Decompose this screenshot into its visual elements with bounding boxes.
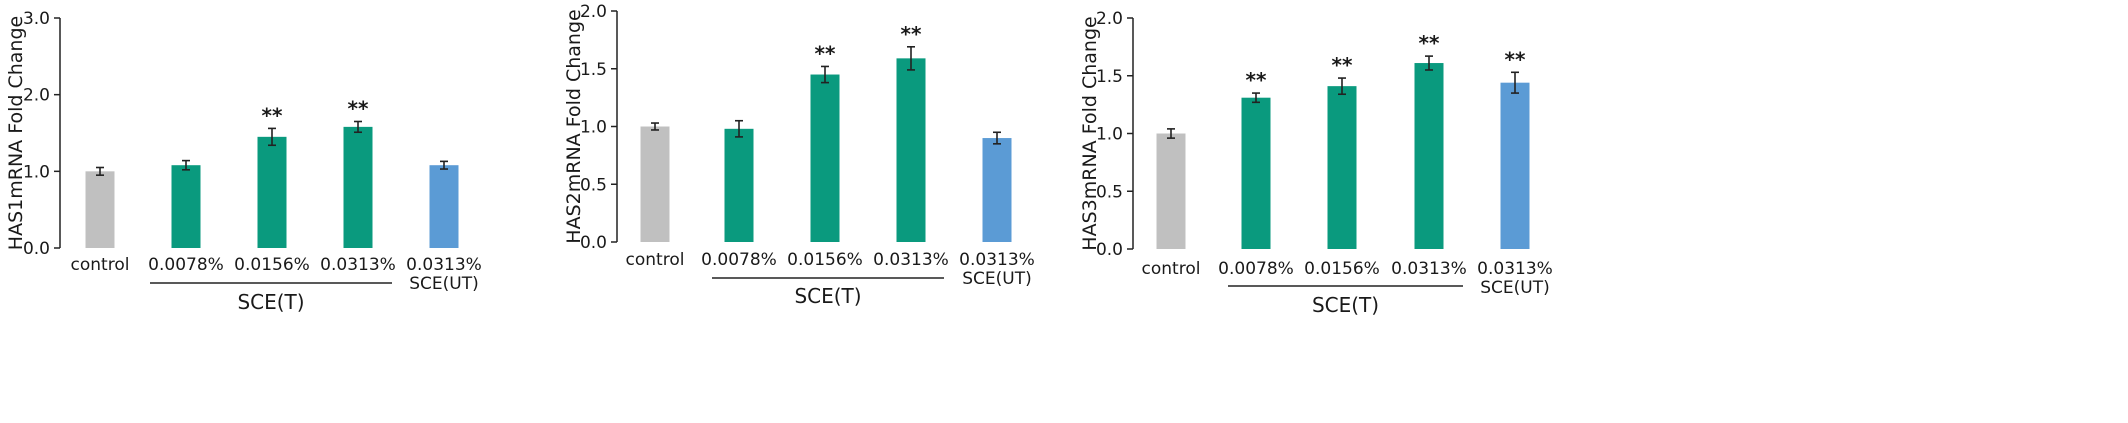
y-axis-label: HAS3mRNA Fold Change [1079, 16, 1101, 250]
category-label: control [626, 250, 685, 270]
significance-label: ** [815, 41, 836, 65]
bar [1156, 133, 1186, 249]
category-label: 0.0313% [873, 250, 949, 270]
y-tick-label: 2.0 [1096, 9, 1123, 29]
bar [982, 138, 1012, 242]
significance-label: ** [262, 103, 283, 127]
bar [724, 128, 754, 242]
category-sublabel: SCE(UT) [962, 269, 1032, 289]
category-label: 0.0313% [1477, 259, 1553, 279]
group-label: SCE(T) [794, 284, 861, 308]
significance-label: ** [1246, 68, 1267, 92]
category-label: 0.0156% [787, 250, 863, 270]
y-tick-label: 1.0 [23, 162, 50, 182]
category-sublabel: SCE(UT) [409, 274, 479, 294]
bar [85, 171, 115, 248]
category-label: 0.0156% [1304, 259, 1380, 279]
bar [1327, 86, 1357, 250]
y-tick-label: 1.0 [580, 118, 607, 138]
significance-label: ** [1419, 31, 1440, 55]
group-label: SCE(T) [237, 290, 304, 314]
bar [810, 74, 840, 243]
y-tick-label: 2.0 [580, 2, 607, 22]
category-label: 0.0156% [234, 255, 310, 275]
bar [429, 165, 459, 248]
y-tick-label: 0.5 [1096, 182, 1123, 202]
bar [343, 126, 373, 248]
category-label: 0.0078% [1218, 259, 1294, 279]
y-axis-label: HAS1mRNA Fold Change [5, 16, 27, 250]
y-tick-label: 3.0 [23, 9, 50, 29]
bar [1241, 97, 1271, 249]
y-tick-label: 0.0 [580, 233, 607, 253]
significance-label: ** [1332, 53, 1353, 77]
category-sublabel: SCE(UT) [1480, 278, 1550, 298]
group-label: SCE(T) [1312, 293, 1379, 317]
bar [640, 126, 670, 242]
y-tick-label: 0.0 [23, 239, 50, 259]
y-tick-label: 1.5 [580, 60, 607, 80]
category-label: control [71, 255, 130, 275]
y-tick-label: 0.5 [580, 175, 607, 195]
bar [171, 165, 201, 248]
significance-label: ** [348, 97, 369, 121]
bar [1414, 63, 1444, 249]
y-tick-label: 0.0 [1096, 240, 1123, 260]
category-label: 0.0078% [701, 250, 777, 270]
y-tick-label: 2.0 [23, 86, 50, 106]
significance-label: ** [1505, 47, 1526, 71]
category-label: 0.0313% [1391, 259, 1467, 279]
y-tick-label: 1.5 [1096, 67, 1123, 87]
significance-label: ** [901, 22, 922, 46]
category-label: 0.0078% [148, 255, 224, 275]
category-label: control [1142, 259, 1201, 279]
y-tick-label: 1.0 [1096, 125, 1123, 145]
category-label: 0.0313% [406, 255, 482, 275]
bar [1500, 82, 1530, 250]
category-label: 0.0313% [959, 250, 1035, 270]
bar [896, 58, 926, 243]
y-axis-label: HAS2mRNA Fold Change [563, 9, 585, 243]
category-label: 0.0313% [320, 255, 396, 275]
bar [257, 136, 287, 248]
